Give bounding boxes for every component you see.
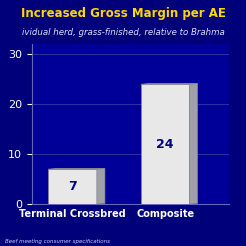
Text: Beef meeting consumer specifications: Beef meeting consumer specifications <box>5 239 110 244</box>
Polygon shape <box>141 84 189 204</box>
Text: ividual herd, grass-finished, relative to Brahma: ividual herd, grass-finished, relative t… <box>22 28 224 37</box>
Text: 7: 7 <box>68 180 77 193</box>
Polygon shape <box>141 83 198 84</box>
Text: Increased Gross Margin per AE: Increased Gross Margin per AE <box>21 7 225 20</box>
Polygon shape <box>189 83 198 204</box>
Text: 24: 24 <box>156 138 174 151</box>
Polygon shape <box>97 169 105 204</box>
Polygon shape <box>48 169 97 204</box>
